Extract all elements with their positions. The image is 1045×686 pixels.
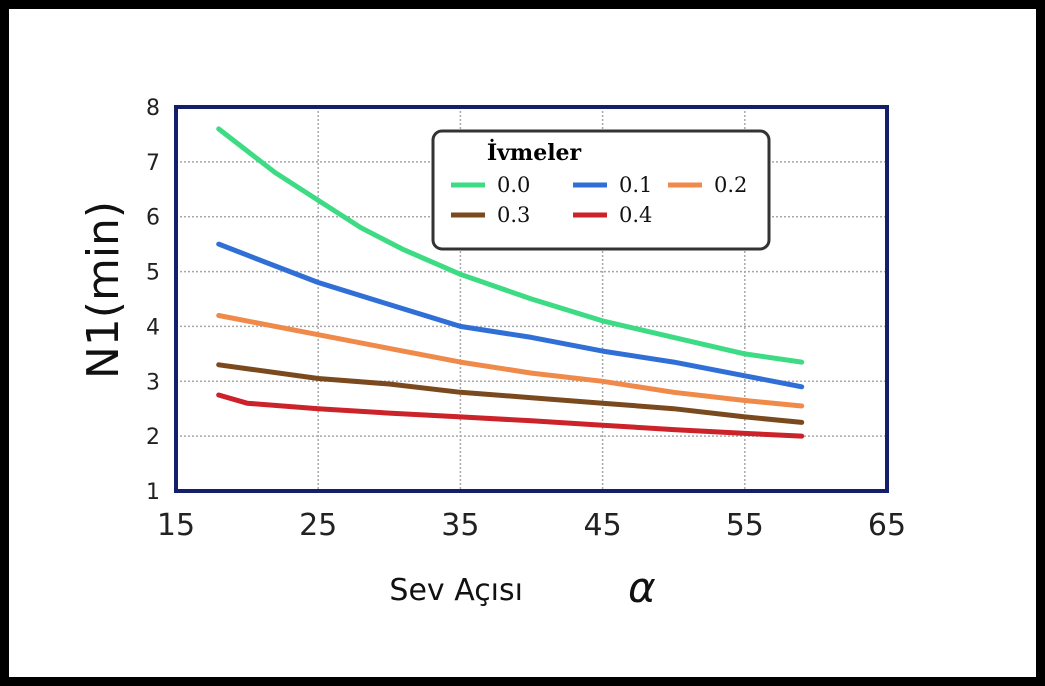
legend-label: 0.2 bbox=[714, 173, 747, 197]
series-lines bbox=[216, 126, 805, 439]
legend-label: 0.0 bbox=[497, 173, 530, 197]
y-tick-label: 8 bbox=[146, 96, 160, 121]
series-line-0.4 bbox=[216, 392, 805, 439]
plot-border bbox=[174, 105, 889, 493]
legend-box bbox=[431, 129, 771, 251]
y-tick-label: 2 bbox=[146, 425, 160, 450]
x-axis-symbol: α bbox=[628, 563, 656, 612]
legend-items: 0.0 0.1 0.2 0.3 0.4 bbox=[451, 173, 747, 227]
x-axis-label: Sev Açısı bbox=[389, 573, 523, 608]
legend-title: İvmeler bbox=[487, 138, 582, 166]
x-tick-label: 45 bbox=[584, 508, 622, 543]
y-tick-label: 6 bbox=[146, 206, 160, 231]
legend-label: 0.1 bbox=[619, 173, 652, 197]
series-line-0.0 bbox=[216, 126, 805, 365]
y-tick-labels: 1 2 3 4 5 6 7 8 bbox=[146, 96, 160, 505]
series-line-0.3 bbox=[216, 362, 805, 425]
series-line-0.2 bbox=[216, 313, 805, 409]
x-tick-label: 35 bbox=[441, 508, 479, 543]
legend-label: 0.3 bbox=[497, 203, 530, 227]
y-tick-label: 3 bbox=[146, 370, 160, 395]
y-tick-label: 4 bbox=[146, 315, 160, 340]
y-axis-label: N1(min) bbox=[78, 201, 129, 379]
x-tick-label: 65 bbox=[868, 508, 906, 543]
y-tick-label: 5 bbox=[146, 261, 160, 286]
legend: İvmeler 0.0 0.1 0.2 0.3 0.4 bbox=[431, 129, 771, 251]
y-tick-label: 7 bbox=[146, 151, 160, 176]
x-tick-label: 25 bbox=[299, 508, 337, 543]
x-tick-label: 15 bbox=[157, 508, 195, 543]
x-tick-labels: 15 25 35 45 55 65 bbox=[157, 508, 906, 543]
x-tick-label: 55 bbox=[726, 508, 764, 543]
legend-label: 0.4 bbox=[619, 203, 652, 227]
series-line-0.1 bbox=[216, 241, 805, 390]
y-tick-label: 1 bbox=[146, 480, 160, 505]
